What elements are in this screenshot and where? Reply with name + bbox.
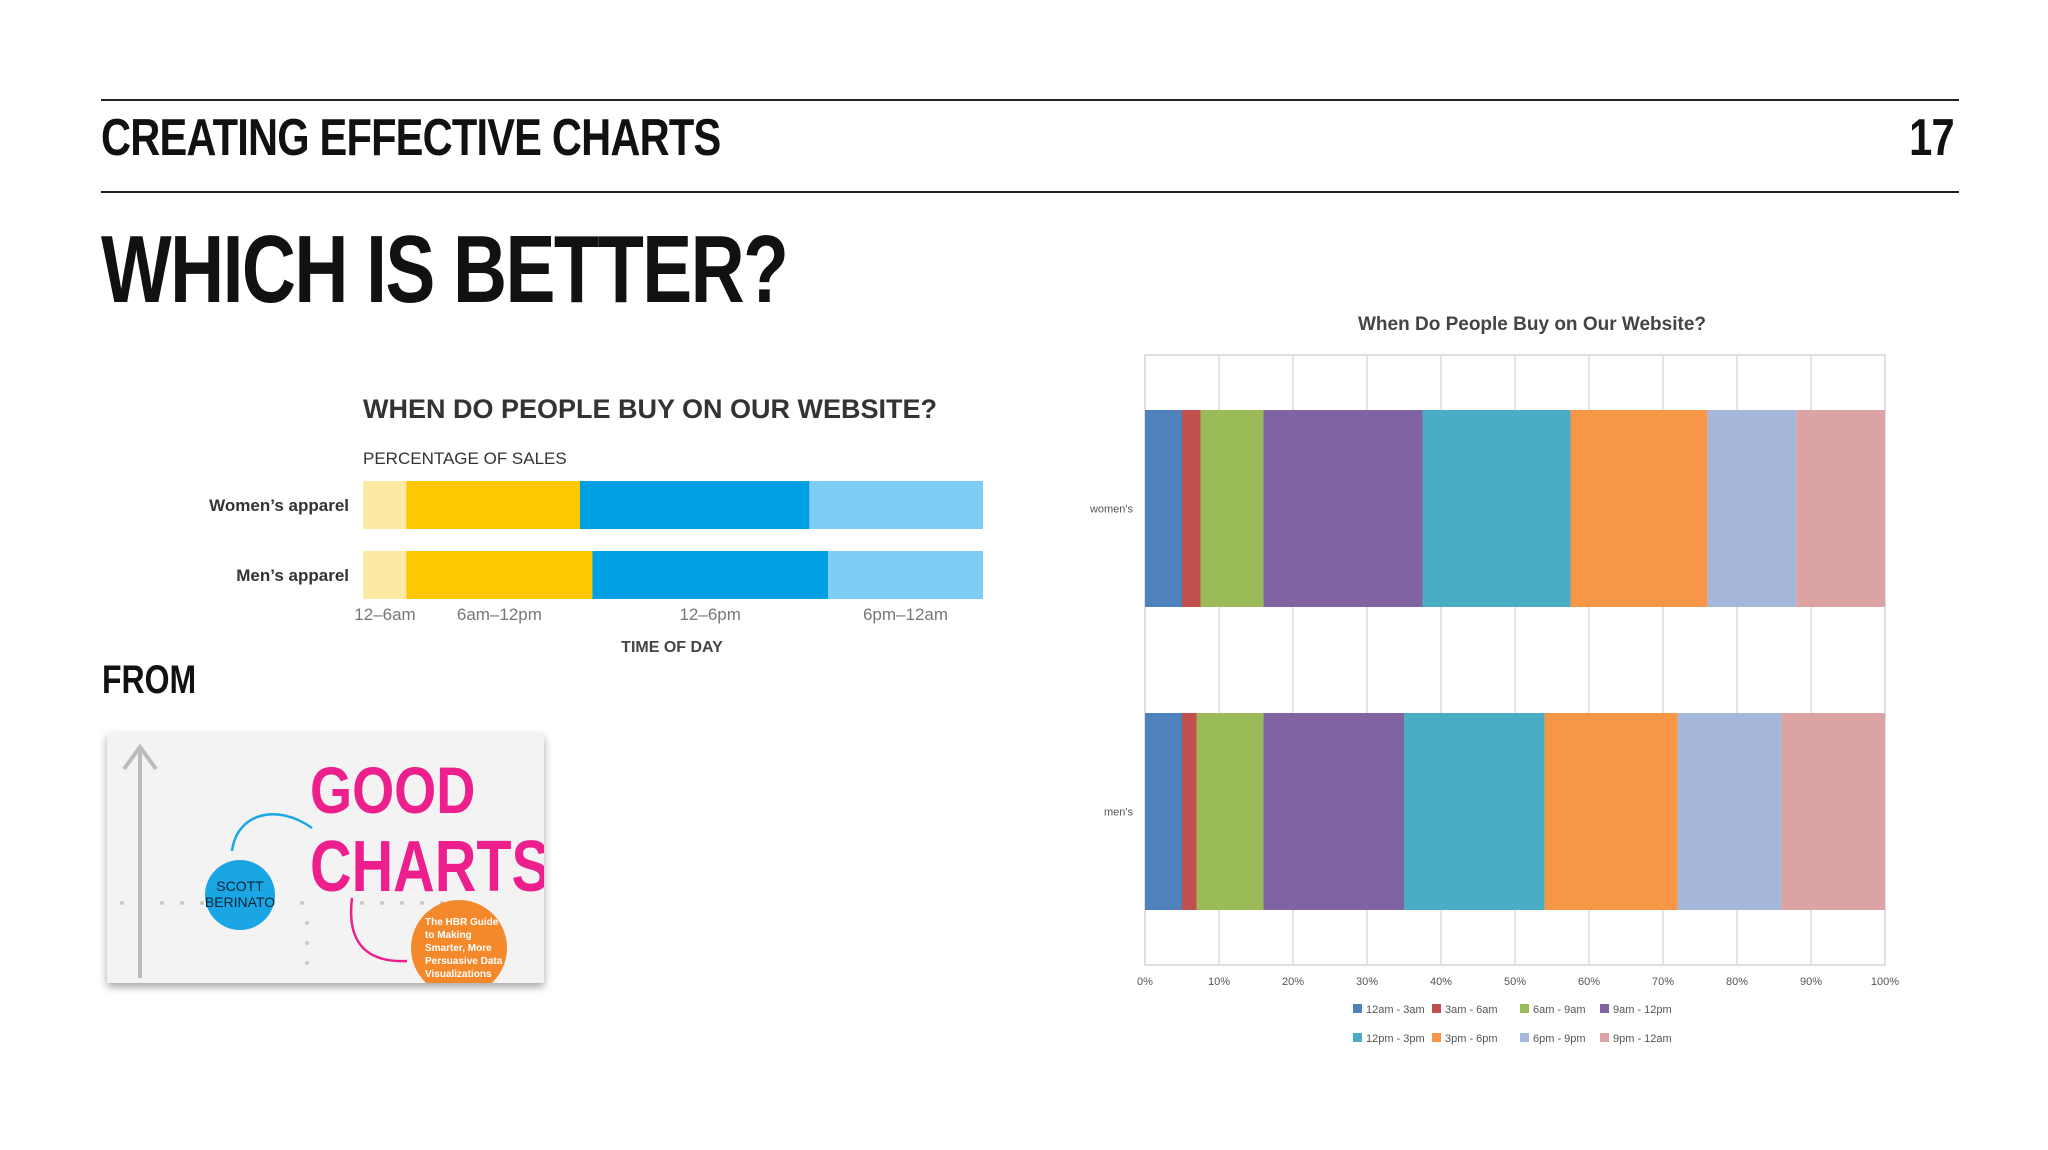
tick-label: 90% [1800,976,1822,988]
tick-label: 30% [1356,976,1378,988]
category-label: Women’s apparel [209,496,349,515]
book-subtitle: The HBR Guide to Making Smarter, More Persu… [425,917,503,980]
book-subtitle-line: Visualizations [425,969,492,980]
bar-segment [1182,713,1197,910]
chart-title: WHEN DO PEOPLE BUY ON OUR WEBSITE? [363,394,937,424]
bar-segment [363,551,407,599]
tick-label: 50% [1504,976,1526,988]
bar-segment [1145,410,1182,607]
subtitle-circle [411,900,507,983]
bar-segment [1263,410,1423,607]
bar-segment [580,481,810,529]
page-number: 17 [1909,109,1954,167]
bar-segment [1196,713,1264,910]
chart-subtitle: PERCENTAGE OF SALES [363,449,567,468]
legend-label: 12am - 3am [1366,1004,1425,1016]
author-name-line1: SCOTT [216,878,264,894]
legend-label: 3am - 6am [1445,1004,1498,1016]
header-rule-top [101,99,1959,101]
bar-segment [1404,713,1545,910]
category-label: men's [1104,807,1133,819]
book-subtitle-line: to Making [425,930,472,941]
tick-label: 100% [1871,976,1899,988]
legend-swatch [1600,1033,1609,1042]
chart-excel-default: When Do People Buy on Our Website? 0% 10%… [1060,300,1920,1060]
bar-segment [1200,410,1264,607]
chart-title: When Do People Buy on Our Website? [1358,314,1706,335]
tick-label: 10% [1208,976,1230,988]
author-name-line2: BERINATO [205,894,275,910]
bar-segment [1677,713,1782,910]
slide-title: WHICH IS BETTER? [101,216,789,323]
book-title-line1: GOOD [310,753,475,827]
bar-segment [1422,410,1571,607]
bar-segment [809,481,983,529]
bar-segment [1145,713,1182,910]
legend-label: 9am - 12pm [1613,1004,1672,1016]
tick-label: 12–6am [354,605,415,624]
category-label: women's [1089,504,1134,516]
bar-segment [828,551,983,599]
curved-arrow-blue-icon [230,813,313,852]
author-circle [205,860,275,930]
tick-label: 6am–12pm [457,605,542,624]
tick-label: 12–6pm [679,605,740,624]
bar-segment [1544,713,1678,910]
legend-label: 6pm - 9pm [1533,1033,1586,1045]
chart-good-charts: WHEN DO PEOPLE BUY ON OUR WEBSITE? PERCE… [209,394,983,656]
legend-swatch [1600,1004,1609,1013]
book-title-line2: CHARTS [310,826,544,907]
legend-swatch [1520,1033,1529,1042]
bar-segment [1182,410,1201,607]
bar-segment [1263,713,1404,910]
legend-swatch [1432,1004,1441,1013]
bar-segment [1781,713,1885,910]
book-subtitle-line: Smarter, More [425,943,492,954]
legend-label: 12pm - 3pm [1366,1033,1425,1045]
tick-label: 6pm–12am [863,605,948,624]
section-title: CREATING EFFECTIVE CHARTS [101,109,721,167]
legend-label: 6am - 9am [1533,1004,1586,1016]
legend-swatch [1353,1004,1362,1013]
header-rule-bottom [101,191,1959,193]
tick-label: 70% [1652,976,1674,988]
book-subtitle-line: Persuasive Data [425,956,503,967]
curved-arrow-pink-icon [349,897,408,963]
bar-segment [1570,410,1708,607]
bar-segment [406,551,593,599]
book-subtitle-line: The HBR Guide [425,917,499,928]
tick-label: 20% [1282,976,1304,988]
tick-label: 60% [1578,976,1600,988]
legend-swatch [1520,1004,1529,1013]
bar-segment [363,481,407,529]
bar-segment [592,551,828,599]
arrow-icon [122,743,158,978]
from-label: FROM [102,658,197,702]
bar-segment [1796,410,1885,607]
legend-swatch [1432,1033,1441,1042]
bar-segment [1707,410,1797,607]
x-axis-label: TIME OF DAY [621,639,723,656]
tick-label: 40% [1430,976,1452,988]
book-cover-good-charts: SCOTT BERINATO GOOD CHARTS The HBR Guide… [107,733,544,983]
legend-label: 3pm - 6pm [1445,1033,1498,1045]
legend-swatch [1353,1033,1362,1042]
legend-label: 9pm - 12am [1613,1033,1672,1045]
bar-segment [406,481,580,529]
tick-label: 0% [1137,976,1153,988]
category-label: Men’s apparel [236,566,349,585]
tick-label: 80% [1726,976,1748,988]
